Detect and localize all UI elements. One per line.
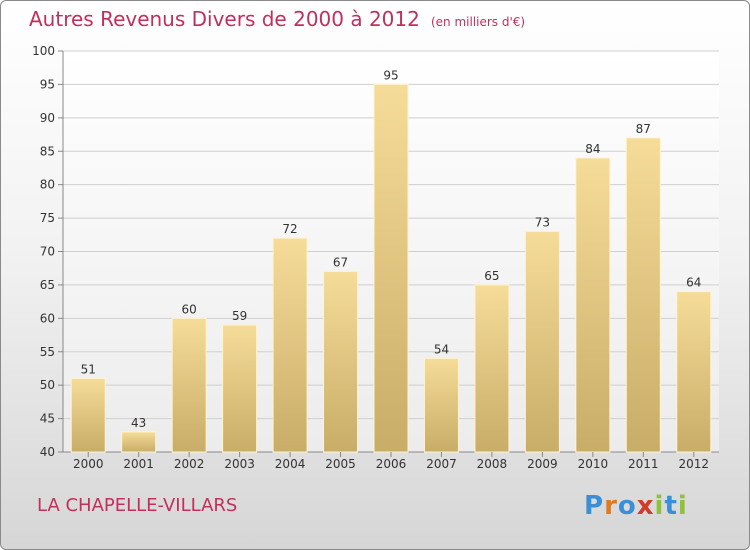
y-tick-label: 40: [40, 445, 55, 459]
logo-letter: x: [636, 491, 655, 521]
bar-2007: [423, 357, 459, 453]
data-label-2003: 59: [232, 309, 247, 323]
data-label-2008: 65: [484, 269, 499, 283]
y-tick-label: 95: [40, 77, 55, 91]
x-tick-label-2001: 2001: [123, 457, 154, 471]
x-tick-label-2004: 2004: [275, 457, 306, 471]
bar-2005: [323, 271, 359, 453]
y-tick-label: 75: [40, 211, 55, 225]
data-label-2002: 60: [182, 302, 197, 316]
x-tick-label-2007: 2007: [426, 457, 457, 471]
y-tick-label: 50: [40, 378, 55, 392]
x-tick-label-2011: 2011: [628, 457, 659, 471]
x-tick-label-2005: 2005: [325, 457, 356, 471]
y-tick-label: 80: [40, 178, 55, 192]
title-unit: (en milliers d'€): [430, 15, 526, 29]
x-tick-label-2006: 2006: [376, 457, 407, 471]
chart-title: Autres Revenus Divers de 2000 à 2012 (en…: [29, 7, 525, 31]
data-label-2012: 64: [686, 276, 701, 290]
bar-2002: [171, 317, 207, 453]
x-tick-label-2003: 2003: [224, 457, 255, 471]
x-tick-label-2009: 2009: [527, 457, 558, 471]
data-label-2007: 54: [434, 342, 449, 356]
bar-2001: [121, 431, 157, 453]
data-label-2006: 95: [383, 68, 398, 82]
data-label-2011: 87: [636, 122, 651, 136]
logo-letter: P: [584, 491, 605, 521]
data-label-2010: 84: [585, 142, 600, 156]
data-label-2004: 72: [282, 222, 297, 236]
data-label-2005: 67: [333, 256, 348, 270]
data-label-2009: 73: [535, 215, 550, 229]
proxiti-logo: Proxiti: [584, 491, 688, 521]
y-tick-label: 90: [40, 111, 55, 125]
logo-letter: o: [617, 491, 637, 521]
logo-letter: i: [654, 491, 665, 521]
bar-2011: [625, 137, 661, 453]
y-tick-label: 55: [40, 345, 55, 359]
x-tick-label-2010: 2010: [578, 457, 609, 471]
bar-2008: [474, 284, 510, 453]
bar-2010: [575, 157, 611, 453]
logo-letter: i: [677, 491, 688, 521]
bar-2006: [373, 83, 409, 453]
y-tick-label: 70: [40, 245, 55, 259]
bar-2012: [676, 291, 712, 453]
y-tick-label: 85: [40, 144, 55, 158]
title-main: Autres Revenus Divers de 2000 à 2012: [29, 7, 420, 31]
y-tick-label: 100: [32, 44, 55, 58]
x-tick-label-2012: 2012: [678, 457, 709, 471]
logo-letter: r: [604, 491, 618, 521]
x-tick-label-2002: 2002: [174, 457, 205, 471]
x-tick-label-2000: 2000: [73, 457, 104, 471]
x-tick-label-2008: 2008: [477, 457, 508, 471]
y-tick-label: 45: [40, 412, 55, 426]
bar-2009: [524, 230, 560, 453]
bar-2004: [272, 237, 308, 453]
town-name: LA CHAPELLE-VILLARS: [37, 495, 238, 516]
bar-2000: [70, 377, 106, 453]
y-tick-label: 65: [40, 278, 55, 292]
bar-2003: [222, 324, 258, 453]
data-label-2000: 51: [81, 362, 96, 376]
data-label-2001: 43: [131, 416, 146, 430]
y-tick-label: 60: [40, 311, 55, 325]
logo-letter: t: [664, 491, 678, 521]
